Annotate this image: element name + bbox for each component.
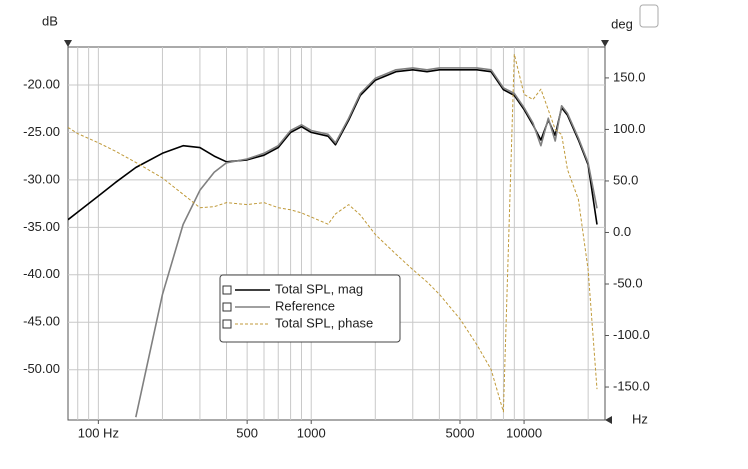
y-tick-label: -30.00 bbox=[23, 171, 60, 186]
y2-tick-label: 100.0 bbox=[613, 121, 646, 136]
y-tick-label: -50.00 bbox=[23, 361, 60, 376]
y2-tick-label: -50.0 bbox=[613, 275, 643, 290]
series-line bbox=[135, 67, 598, 418]
x-tick-label: 500 bbox=[236, 425, 258, 440]
legend-box bbox=[219, 274, 401, 343]
y2-axis-label: deg bbox=[611, 16, 633, 31]
legend-checkbox bbox=[222, 285, 232, 295]
x-axis-label: Hz bbox=[632, 411, 648, 426]
y-tick-label: -35.00 bbox=[23, 219, 60, 234]
y-tick-label: -20.00 bbox=[23, 76, 60, 91]
y-tick-label: -40.00 bbox=[23, 266, 60, 281]
axis-arrow bbox=[64, 40, 72, 47]
series-group bbox=[68, 53, 598, 418]
y2-tick-label: 150.0 bbox=[613, 69, 646, 84]
axis-arrow bbox=[601, 40, 609, 47]
y-tick-label: -45.00 bbox=[23, 314, 60, 329]
plot-area bbox=[67, 46, 606, 421]
x-tick-label: 5000 bbox=[446, 425, 475, 440]
legend-label: Reference bbox=[275, 298, 335, 313]
y-axis-label: dB bbox=[42, 13, 58, 28]
y2-tick-label: 50.0 bbox=[613, 172, 638, 187]
axis-arrow bbox=[605, 416, 612, 424]
checkbox[interactable] bbox=[639, 4, 659, 28]
y2-tick-label: -150.0 bbox=[613, 378, 650, 393]
legend-label: Total SPL, mag bbox=[275, 281, 363, 296]
x-tick-label: 1000 bbox=[297, 425, 326, 440]
x-tick-label: 100 Hz bbox=[78, 425, 119, 440]
y2-tick-label: 0.0 bbox=[613, 224, 631, 239]
legend: Total SPL, mag Reference Total SPL, phase bbox=[219, 274, 401, 343]
x-tick-label: 10000 bbox=[506, 425, 542, 440]
y2-tick-label: -100.0 bbox=[613, 327, 650, 342]
legend-label: Total SPL, phase bbox=[275, 315, 373, 330]
legend-checkbox bbox=[222, 302, 232, 312]
y-tick-label: -25.00 bbox=[23, 124, 60, 139]
legend-checkbox bbox=[222, 319, 232, 329]
